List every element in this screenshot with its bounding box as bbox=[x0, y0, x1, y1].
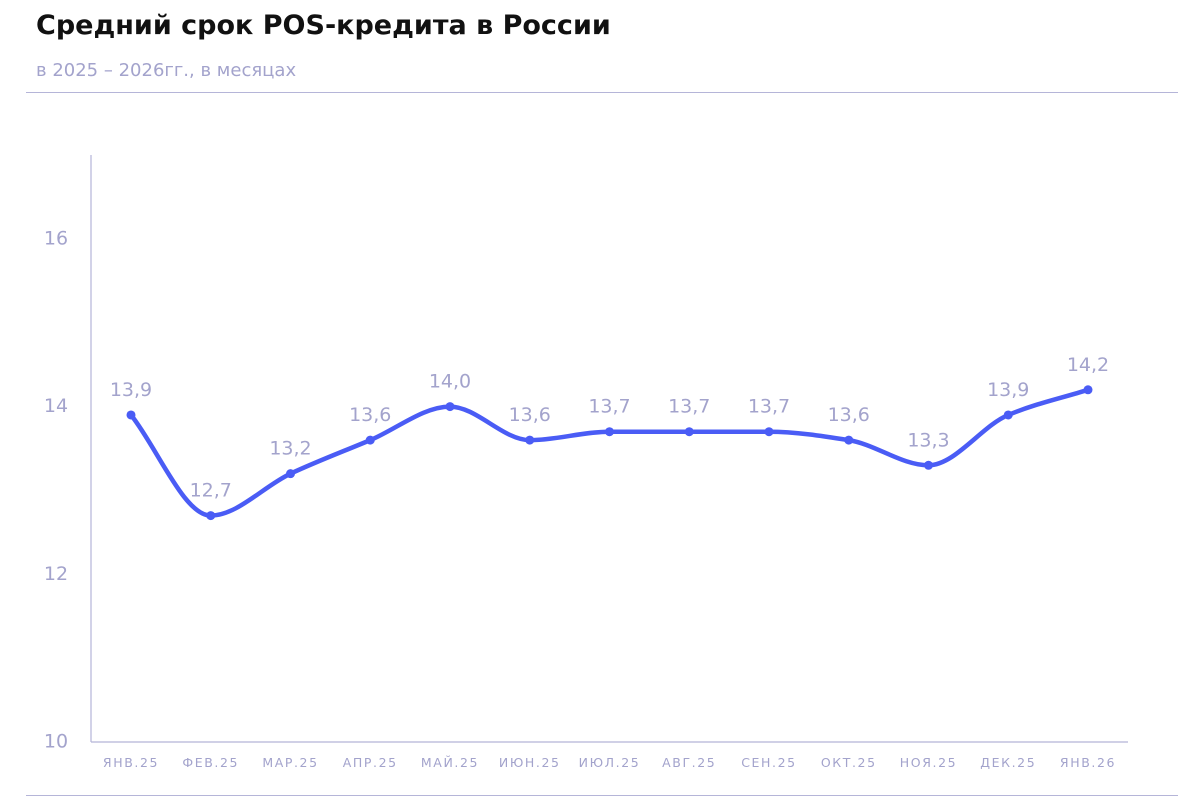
data-point bbox=[684, 427, 694, 437]
footer-divider bbox=[26, 795, 1178, 796]
data-label: 14,0 bbox=[429, 371, 471, 393]
x-tick-label: АПР.25 bbox=[343, 755, 398, 770]
data-label: 14,2 bbox=[1067, 354, 1109, 376]
data-label: 13,9 bbox=[987, 379, 1029, 401]
y-axis-ticks: 10 12 14 16 bbox=[44, 227, 68, 752]
y-tick-label: 14 bbox=[44, 395, 68, 417]
data-point bbox=[525, 435, 535, 445]
x-tick-label: МАЙ.25 bbox=[421, 755, 479, 770]
x-tick-label: ЯНВ.26 bbox=[1060, 755, 1116, 770]
header-divider bbox=[26, 92, 1178, 93]
data-labels: 13,9 12,7 13,2 13,6 14,0 13,6 13,7 13,7 13,7 13,6… bbox=[110, 354, 1109, 502]
data-point bbox=[206, 511, 216, 521]
data-point bbox=[844, 435, 854, 445]
data-label: 12,7 bbox=[190, 480, 232, 502]
data-point bbox=[605, 427, 614, 437]
x-tick-label: ДЕК.25 bbox=[980, 755, 1036, 770]
data-label: 13,7 bbox=[588, 396, 630, 418]
data-label: 13,3 bbox=[907, 429, 949, 451]
data-label: 13,7 bbox=[748, 396, 790, 418]
data-point bbox=[445, 402, 455, 412]
y-tick-label: 10 bbox=[44, 731, 68, 753]
data-label: 13,6 bbox=[349, 404, 391, 426]
y-tick-label: 16 bbox=[44, 227, 68, 249]
chart-subtitle: в 2025 – 2026гг., в месяцах bbox=[36, 60, 297, 81]
x-tick-label: АВГ.25 bbox=[662, 755, 716, 770]
data-label: 13,6 bbox=[509, 404, 551, 426]
data-point bbox=[764, 427, 774, 437]
x-tick-label: ИЮЛ.25 bbox=[579, 755, 641, 770]
data-point bbox=[365, 435, 375, 445]
data-label: 13,2 bbox=[269, 438, 311, 460]
y-tick-label: 12 bbox=[44, 563, 68, 585]
data-label: 13,9 bbox=[110, 379, 152, 401]
data-label: 13,7 bbox=[668, 396, 710, 418]
x-tick-label: МАР.25 bbox=[262, 755, 318, 770]
x-tick-label: СЕН.25 bbox=[741, 755, 797, 770]
x-tick-label: ИЮН.25 bbox=[499, 755, 561, 770]
x-tick-label: ФЕВ.25 bbox=[182, 755, 239, 770]
data-label: 13,6 bbox=[828, 404, 870, 426]
data-point bbox=[1003, 410, 1013, 420]
data-point bbox=[924, 460, 933, 470]
chart-title: Средний срок POS-кредита в России bbox=[36, 10, 611, 41]
x-axis-ticks: ЯНВ.25 ФЕВ.25 МАР.25 АПР.25 МАЙ.25 ИЮН.25 ИЮЛ.… bbox=[103, 755, 1116, 770]
data-point bbox=[1083, 385, 1093, 395]
data-point bbox=[286, 469, 295, 479]
chart-axes bbox=[90, 155, 1128, 743]
x-tick-label: НОЯ.25 bbox=[900, 755, 957, 770]
x-tick-label: ОКТ.25 bbox=[821, 755, 877, 770]
data-points bbox=[126, 385, 1093, 521]
x-tick-label: ЯНВ.25 bbox=[103, 755, 159, 770]
data-point bbox=[126, 410, 136, 420]
